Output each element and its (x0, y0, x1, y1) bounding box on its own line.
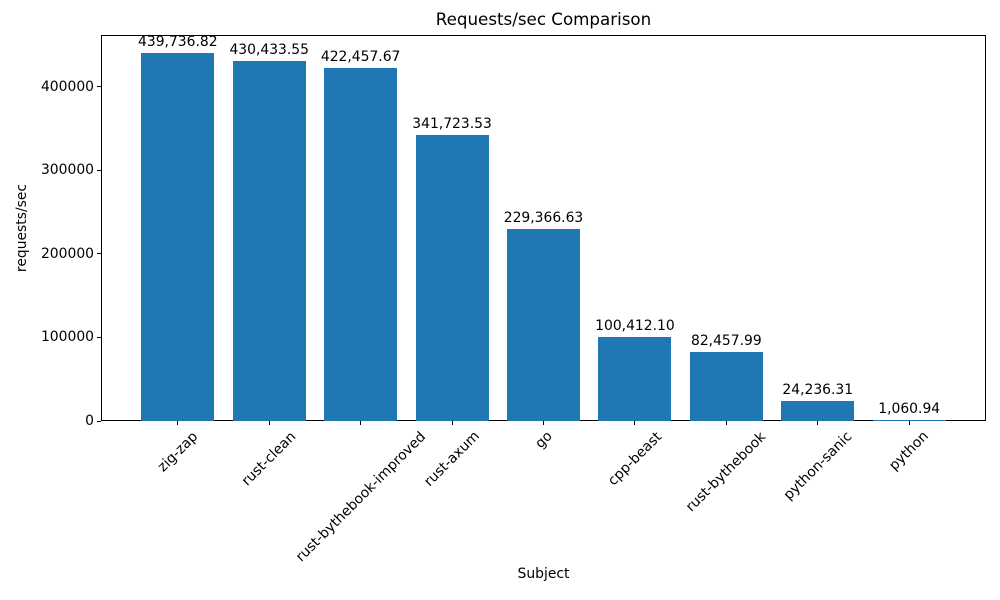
y-tick-label: 200000 (40, 245, 94, 262)
value-label: 229,366.63 (503, 210, 584, 227)
value-label: 439,736.82 (138, 34, 218, 51)
x-tick-mark (725, 421, 727, 425)
x-tick-label-zig-zap: zig-zap (154, 428, 201, 476)
x-tick-label-go: go (531, 428, 556, 452)
value-label: 430,433.55 (229, 42, 309, 59)
x-tick-label-python-sanic: python-sanic (780, 428, 856, 504)
bar-rust-bythebook-improved (324, 67, 398, 421)
y-tick-label: 100000 (40, 329, 94, 346)
value-label: 1,060.94 (878, 401, 941, 418)
y-tick-mark (97, 420, 101, 422)
x-tick-mark (817, 421, 819, 425)
x-tick-mark (360, 421, 362, 425)
y-tick-label: 400000 (40, 78, 94, 95)
bar-python-sanic (781, 400, 855, 421)
bar-python (872, 420, 946, 421)
x-tick-label-python: python (886, 428, 933, 475)
value-label: 24,236.31 (782, 381, 854, 398)
bar-rust-clean (232, 61, 306, 421)
y-tick-mark (97, 86, 101, 88)
x-tick-mark (268, 421, 270, 425)
x-tick-mark (634, 421, 636, 425)
y-tick-mark (97, 169, 101, 171)
x-tick-mark (177, 421, 179, 425)
bar-zig-zap (141, 53, 215, 421)
x-tick-label-rust-clean: rust-clean (238, 428, 300, 490)
y-tick-mark (97, 336, 101, 338)
bar-rust-bythebook (689, 352, 763, 421)
x-tick-label-rust-bythebook-improved: rust-bythebook-improved (292, 428, 429, 565)
y-tick-mark (97, 253, 101, 255)
y-tick-label: 300000 (40, 162, 94, 179)
x-tick-mark (908, 421, 910, 425)
value-label: 100,412.10 (595, 318, 675, 335)
value-label: 422,457.67 (320, 48, 401, 65)
x-tick-label-cpp-beast: cpp-beast (604, 428, 665, 489)
bar-go (506, 229, 581, 421)
chart-title: Requests/sec Comparison (435, 9, 652, 29)
x-tick-label-rust-bythebook: rust-bythebook (683, 428, 770, 515)
bar-cpp-beast (598, 337, 672, 421)
bar-rust-axum (415, 135, 489, 421)
value-label: 341,723.53 (412, 116, 492, 133)
y-tick-label: 0 (85, 413, 94, 429)
x-tick-label-rust-axum: rust-axum (421, 428, 483, 491)
x-tick-mark (543, 421, 544, 425)
x-tick-mark (451, 421, 453, 425)
x-axis-label: Subject (517, 566, 570, 582)
value-label: 82,457.99 (690, 333, 762, 350)
